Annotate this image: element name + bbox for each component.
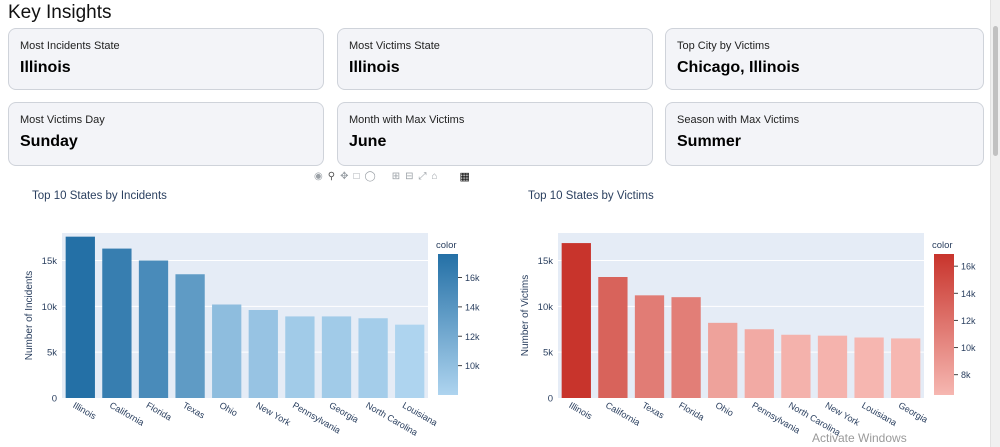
pan-icon[interactable]: ✥ xyxy=(340,171,349,182)
bar xyxy=(248,310,278,398)
x-tick-label: Ohio xyxy=(218,400,239,418)
x-tick-label: Illinois xyxy=(71,400,98,421)
colorbar-title: color xyxy=(932,240,953,251)
autoscale-icon[interactable]: ⤢ xyxy=(418,171,427,182)
card-label: Season with Max Victims xyxy=(677,114,800,126)
zoom-out-icon[interactable]: ⊟ xyxy=(405,171,414,182)
box-select-icon[interactable]: □ xyxy=(353,171,360,182)
insight-card-max-victims-month: Month with Max Victims June xyxy=(337,102,653,166)
card-label: Most Incidents State xyxy=(20,40,120,52)
colorbar-tick-label: 8k xyxy=(961,370,971,380)
colorbar-tick-label: 16k xyxy=(961,262,976,272)
colorbar-tick-label: 14k xyxy=(961,289,976,299)
bar xyxy=(634,295,665,398)
y-tick-label: 10k xyxy=(42,302,58,313)
page-scrollbar[interactable] xyxy=(990,0,1000,447)
bar xyxy=(854,337,884,398)
plotly-logo-icon[interactable]: ▦ xyxy=(459,171,470,183)
x-tick-label: Texas xyxy=(641,400,667,421)
card-value: Chicago, Illinois xyxy=(677,59,800,76)
bar xyxy=(708,322,738,398)
bar xyxy=(138,260,169,398)
y-tick-label: 5k xyxy=(47,348,57,359)
colorbar xyxy=(934,254,954,395)
bar xyxy=(358,318,388,398)
insight-card-most-victims-day: Most Victims Day Sunday xyxy=(8,102,324,166)
card-label: Most Victims State xyxy=(349,40,440,52)
zoom-icon[interactable]: ⚲ xyxy=(327,171,336,182)
card-value: Sunday xyxy=(20,133,78,150)
bar xyxy=(817,335,848,398)
bar xyxy=(598,277,628,398)
x-tick-label: Georgia xyxy=(897,400,930,425)
chart-title: Top 10 States by Victims xyxy=(528,190,654,202)
zoom-in-icon[interactable]: ⊞ xyxy=(391,171,401,182)
y-tick-label: 15k xyxy=(538,256,554,267)
card-value: Illinois xyxy=(20,59,71,76)
y-axis-label: Number of Incidents xyxy=(24,271,35,361)
y-tick-label: 0 xyxy=(52,394,57,405)
card-label: Top City by Victims xyxy=(677,40,770,52)
bar xyxy=(891,338,921,398)
activate-windows-watermark: Activate Windows xyxy=(812,431,907,445)
x-tick-label: New York xyxy=(254,400,292,428)
bar xyxy=(671,297,701,398)
colorbar-title: color xyxy=(436,240,457,251)
bar xyxy=(321,316,352,398)
x-tick-label: Louisiana xyxy=(860,400,898,428)
x-tick-label: Florida xyxy=(145,400,174,422)
colorbar-tick-label: 16k xyxy=(465,273,480,283)
scroll-thumb[interactable] xyxy=(993,26,998,156)
x-tick-label: California xyxy=(108,400,146,428)
x-tick-label: Texas xyxy=(181,400,207,421)
x-tick-label: California xyxy=(604,400,642,428)
bar xyxy=(285,316,315,398)
colorbar-tick-label: 10k xyxy=(961,343,976,353)
card-label: Month with Max Victims xyxy=(349,114,465,126)
incidents-chart: Top 10 States by Incidents 0 5k 10k 15k Numbe… xyxy=(24,190,480,438)
y-tick-label: 0 xyxy=(548,394,553,405)
card-value: June xyxy=(349,133,387,150)
bar xyxy=(744,329,774,398)
camera-icon[interactable]: ◉ xyxy=(314,171,323,182)
chart-title: Top 10 States by Incidents xyxy=(32,190,167,202)
y-tick-label: 10k xyxy=(538,302,554,313)
page-title: Key Insights xyxy=(8,2,112,23)
victims-chart: Top 10 States by Victims 0 5k 10k 15k Number … xyxy=(520,190,976,438)
y-axis-label: Number of Victims xyxy=(520,275,531,357)
insight-card-top-city: Top City by Victims Chicago, Illinois xyxy=(665,28,984,90)
bar xyxy=(781,334,811,398)
colorbar xyxy=(438,254,458,395)
bar xyxy=(212,304,242,398)
card-value: Summer xyxy=(677,133,742,150)
x-tick-label: Florida xyxy=(677,400,706,422)
y-tick-label: 15k xyxy=(42,256,58,267)
insight-card-most-victims-state: Most Victims State Illinois xyxy=(337,28,653,90)
chart-modebar: ◉ ⚲ ✥ □ ◯ ⊞ ⊟ ⤢ ⌂ ▦ xyxy=(314,170,470,184)
insight-card-max-victims-season: Season with Max Victims Summer xyxy=(665,102,984,166)
card-value: Illinois xyxy=(349,59,400,76)
x-tick-label: Ohio xyxy=(714,400,735,418)
bar xyxy=(395,324,425,398)
colorbar-tick-label: 10k xyxy=(465,361,480,371)
bar xyxy=(102,248,132,398)
colorbar-tick-label: 12k xyxy=(465,332,480,342)
bar xyxy=(561,243,591,398)
card-label: Most Victims Day xyxy=(20,114,105,126)
bar xyxy=(175,274,205,398)
home-icon[interactable]: ⌂ xyxy=(431,171,438,182)
insight-card-most-incidents-state: Most Incidents State Illinois xyxy=(8,28,324,90)
colorbar-tick-label: 14k xyxy=(465,302,480,312)
lasso-icon[interactable]: ◯ xyxy=(364,171,376,182)
colorbar-tick-label: 12k xyxy=(961,316,976,326)
x-tick-label: Illinois xyxy=(567,400,594,421)
y-tick-label: 5k xyxy=(543,348,553,359)
bar xyxy=(65,236,95,398)
